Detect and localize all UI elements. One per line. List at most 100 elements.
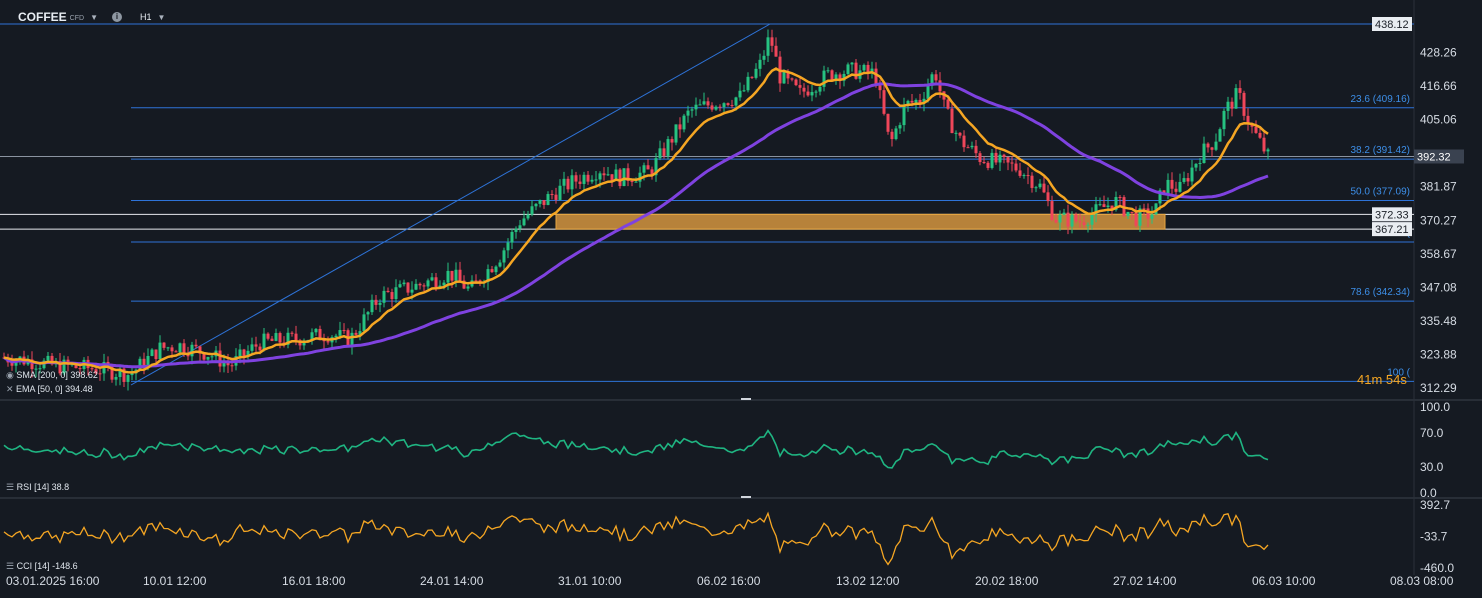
symbol-name[interactable]: COFFEE: [18, 10, 67, 24]
candle-body: [1238, 88, 1242, 93]
candle-body: [1098, 204, 1102, 206]
candle-body: [1042, 183, 1046, 193]
candle-body: [1146, 208, 1150, 219]
candle-body: [1266, 149, 1270, 152]
candle-body: [1058, 214, 1062, 223]
info-icon[interactable]: i: [111, 12, 122, 22]
candle-body: [1206, 143, 1210, 148]
candle-body: [314, 328, 318, 333]
symbol-type: CFD: [69, 15, 85, 22]
candle-body: [1154, 203, 1158, 215]
candle-body: [394, 287, 398, 300]
candle-body: [302, 341, 306, 346]
candle-body: [670, 139, 674, 143]
candle-body: [310, 332, 314, 340]
time-axis-label: 10.01 12:00: [143, 574, 207, 588]
candle-body: [422, 285, 426, 287]
candle-body: [58, 361, 62, 374]
candle-body: [546, 194, 550, 205]
rsi-axis-label: 0.0: [1420, 486, 1437, 500]
candle-body: [1086, 224, 1090, 226]
candle-body: [502, 250, 506, 263]
candle-body: [14, 360, 18, 366]
candle-body: [566, 178, 570, 190]
eye-icon[interactable]: ◉: [6, 370, 17, 380]
candle-body: [70, 364, 74, 366]
cci-legend-text: CCI [14] -148.6: [16, 561, 78, 571]
candle-body: [474, 280, 478, 282]
pane-resize-handle: [741, 496, 751, 498]
candle-body: [1110, 205, 1114, 210]
candle-body: [646, 165, 650, 170]
candle-body: [766, 37, 770, 56]
rsi-legend[interactable]: ☰ RSI [14] 38.8: [6, 482, 69, 493]
sma-legend[interactable]: ◉ SMA [200, 0] 398.62: [6, 370, 98, 381]
candle-body: [842, 73, 846, 81]
candle-body: [758, 59, 762, 69]
candle-body: [426, 280, 430, 287]
candle-body: [806, 91, 810, 96]
candle-body: [630, 180, 634, 182]
caret-down-icon[interactable]: ▼: [90, 12, 98, 22]
candle-body: [406, 282, 410, 293]
candle-body: [1230, 101, 1234, 109]
time-axis-label: 31.01 10:00: [558, 574, 622, 588]
candle-body: [810, 92, 814, 96]
candle-body: [990, 152, 994, 168]
candle-body: [902, 104, 906, 126]
candle-body: [1214, 141, 1218, 150]
candle-body: [1078, 221, 1082, 223]
candle-body: [634, 181, 638, 183]
candle-body: [366, 312, 370, 315]
candle-body: [206, 356, 210, 360]
candle-body: [1190, 167, 1194, 182]
candle-body: [570, 175, 574, 190]
candle-body: [934, 74, 938, 81]
cci-legend[interactable]: ☰ CCI [14] -148.6: [6, 561, 78, 572]
candle-body: [322, 340, 326, 342]
candle-body: [378, 302, 382, 305]
candle-body: [1094, 204, 1098, 215]
timeframe-caret-down-icon[interactable]: ▼: [157, 12, 166, 22]
candle-body: [182, 343, 186, 354]
candle-body: [558, 185, 562, 200]
candle-body: [1050, 201, 1054, 220]
zone-bottom-price-tag-text: 367.21: [1375, 224, 1409, 236]
current-price-tag-text: 392.32: [1417, 151, 1451, 163]
candle-body: [614, 169, 618, 181]
candle-body: [1202, 143, 1206, 164]
candle-body: [1014, 163, 1018, 171]
menu-icon[interactable]: ☰: [6, 482, 17, 492]
ema-legend[interactable]: ✕ EMA [50, 0] 394.48: [6, 384, 93, 395]
candle-body: [486, 269, 490, 282]
settings-icon[interactable]: ✕: [6, 384, 17, 394]
candle-body: [466, 286, 470, 289]
candle-body: [970, 145, 974, 148]
candle-body: [774, 45, 778, 57]
candle-body: [490, 269, 494, 273]
candle-body: [722, 103, 726, 108]
candle-body: [1026, 175, 1030, 177]
candle-body: [770, 37, 774, 46]
candle-body: [854, 62, 858, 79]
candle-body: [1102, 204, 1106, 208]
candle-body: [38, 368, 42, 370]
candle-body: [1218, 129, 1222, 142]
candle-body: [238, 349, 242, 357]
candle-body: [458, 269, 462, 281]
timeframe-selector[interactable]: H1: [139, 12, 152, 22]
candle-body: [886, 113, 890, 132]
ema-legend-text: EMA [50, 0] 394.48: [16, 384, 93, 394]
candle-body: [1054, 219, 1058, 223]
candle-body: [242, 349, 246, 356]
candle-body: [1258, 132, 1262, 138]
cci-menu-icon[interactable]: ☰: [6, 561, 17, 571]
candle-body: [918, 99, 922, 104]
candle-body: [950, 108, 954, 134]
candle-body: [434, 277, 438, 288]
candle-body: [914, 99, 918, 103]
candle-body: [454, 269, 458, 281]
candle-body: [290, 332, 294, 334]
